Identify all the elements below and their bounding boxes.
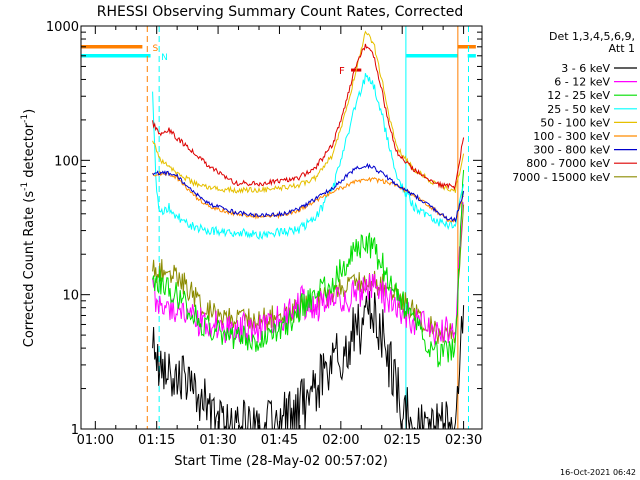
x-tick-label-1: 01:15	[138, 433, 175, 448]
y-axis-label: Corrected Count Rate (s-1 detector-1)	[20, 109, 37, 347]
legend-label-3: 25 - 50 keV	[547, 103, 610, 116]
x-tick-label-0: 01:00	[77, 433, 114, 448]
legend-label-2: 12 - 25 keV	[547, 89, 610, 102]
x-tick-label-3: 01:45	[261, 433, 298, 448]
legend-label-8: 7000 - 15000 keV	[512, 171, 610, 184]
legend-label-5: 100 - 300 keV	[533, 130, 610, 143]
y-tick-label-2: 100	[54, 154, 79, 169]
x-tick-label-4: 02:00	[322, 433, 359, 448]
legend-label-1: 6 - 12 keV	[554, 76, 610, 89]
series-line-2	[152, 169, 465, 368]
legend-header-line: Det 1,3,4,5,6,9,	[549, 30, 635, 43]
x-tick-label-2: 01:30	[199, 433, 236, 448]
footer-timestamp: 16-Oct-2021 06:42	[560, 468, 636, 477]
legend-header-line: Att 1	[609, 42, 635, 55]
legend-label-6: 300 - 800 keV	[533, 144, 610, 157]
chart-title: RHESSI Observing Summary Count Rates, Co…	[97, 4, 463, 20]
x-tick-label-6: 02:30	[445, 433, 482, 448]
y-tick-label-3: 1000	[46, 20, 79, 35]
x-tick-label-5: 02:15	[383, 433, 420, 448]
legend-label-7: 800 - 7000 keV	[526, 157, 610, 170]
series-line-6	[152, 162, 465, 223]
legend-label-4: 50 - 100 keV	[540, 116, 610, 129]
series-line-4	[152, 30, 465, 194]
x-axis-label: Start Time (28-May-02 00:57:02)	[174, 454, 388, 469]
axes: 01:00 01:15 01:30 01:45 02:00 02:15 02:30 1 10 10…	[46, 20, 482, 448]
series-line-3	[152, 73, 465, 240]
series-line-1	[152, 201, 464, 346]
series-line-0	[152, 291, 465, 429]
y-tick-label-1: 10	[62, 289, 79, 304]
legend-label-0: 3 - 6 keV	[561, 62, 610, 75]
plot-area: SN F	[81, 26, 476, 429]
status-label-n: N	[161, 53, 168, 63]
status-label-s: S	[153, 44, 159, 54]
y-tick-label-0: 1	[71, 423, 79, 438]
series-line-7	[152, 43, 465, 191]
flare-marker-label: F	[339, 66, 345, 77]
plot-frame	[80, 25, 483, 430]
